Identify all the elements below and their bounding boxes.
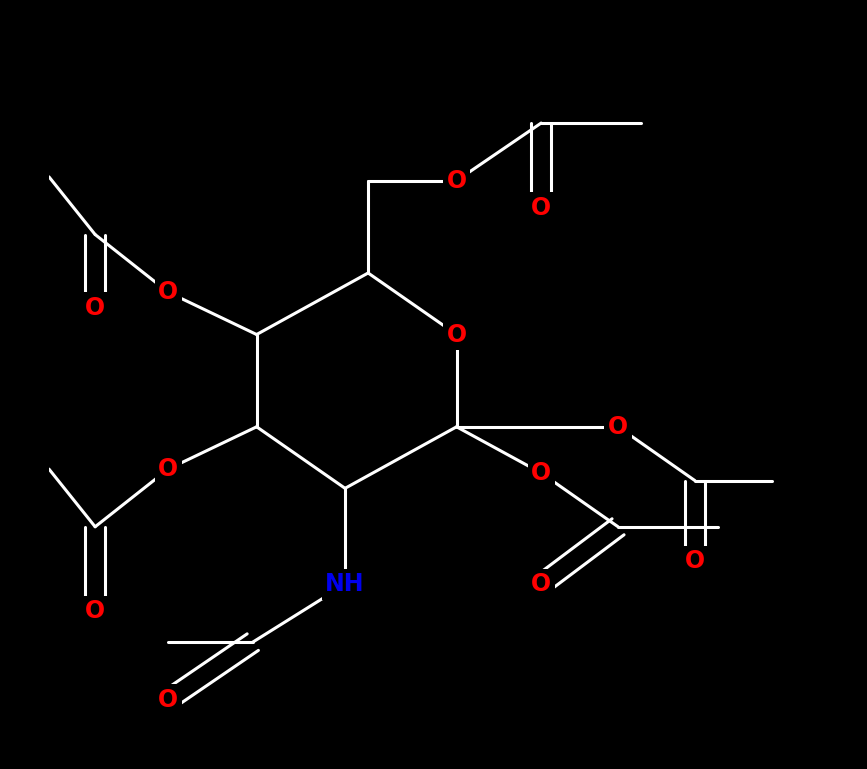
Text: O: O [531,195,551,220]
Text: O: O [158,280,179,305]
Text: O: O [85,599,105,624]
Text: O: O [158,457,179,481]
Text: O: O [158,687,179,712]
Text: O: O [447,322,466,347]
Text: O: O [85,295,105,320]
Text: O: O [685,549,705,574]
Text: O: O [608,414,628,439]
Text: O: O [531,461,551,485]
Text: NH: NH [325,572,365,597]
Text: O: O [447,168,466,193]
Text: O: O [531,572,551,597]
